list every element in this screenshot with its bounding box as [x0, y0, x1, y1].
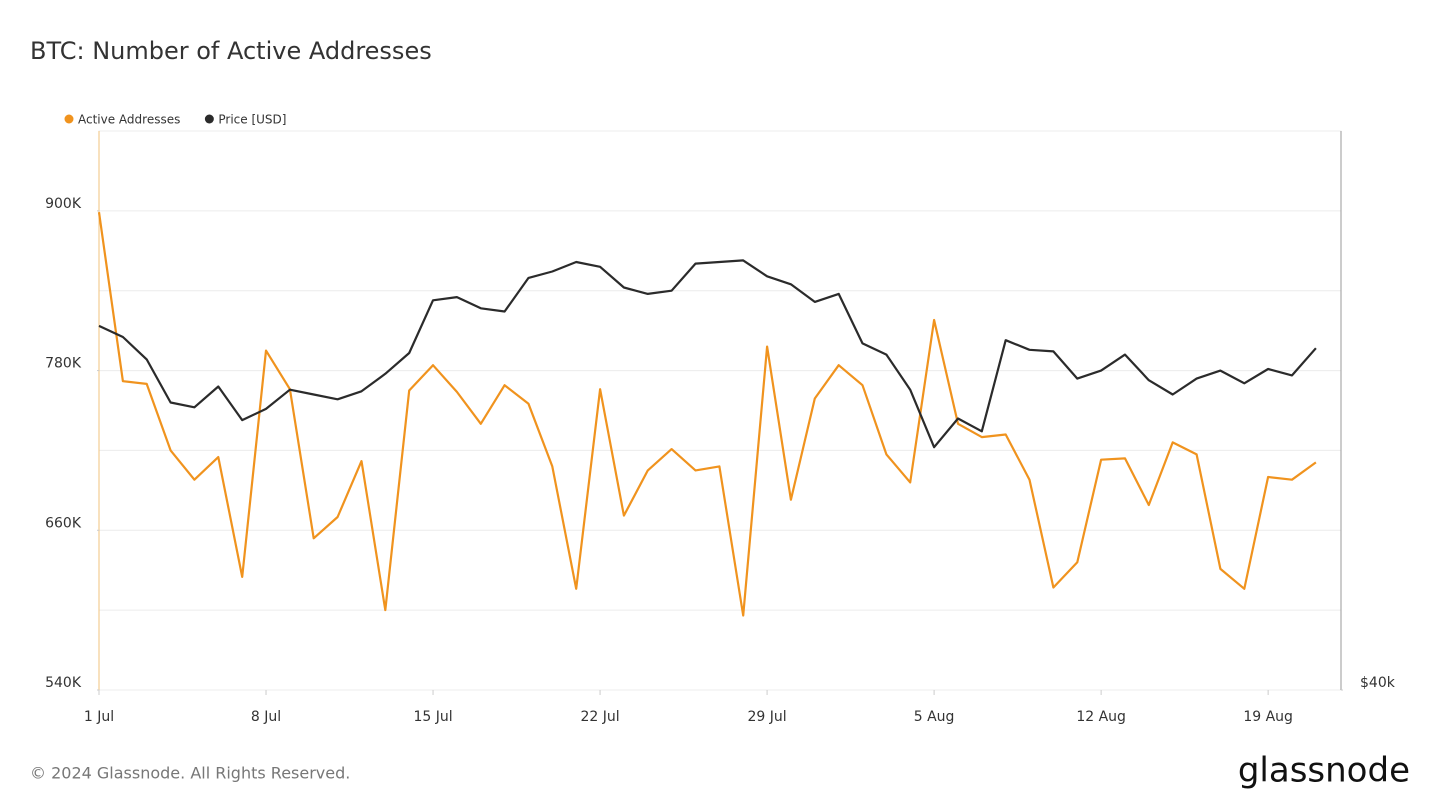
series-line [97, 212, 1317, 617]
legend-label: Price [USD] [218, 113, 286, 127]
legend-marker [204, 114, 214, 124]
x-tick-label: 19 Aug [1243, 709, 1293, 725]
legend-marker [64, 114, 74, 124]
x-tick-label: 15 Jul [413, 709, 452, 725]
plot-area [98, 130, 1342, 691]
copyright: © 2024 Glassnode. All Rights Reserved. [30, 764, 350, 783]
x-tick-label: 1 Jul [84, 709, 114, 725]
y-tick-label: 780K [45, 356, 82, 372]
x-tick-label: 8 Jul [251, 709, 281, 725]
y-tick-label: 660K [45, 515, 82, 531]
y-tick-label: 900K [45, 196, 82, 212]
x-tick-label: 22 Jul [580, 709, 619, 725]
logo: glassnode [1238, 751, 1410, 791]
x-tick-label: 29 Jul [748, 709, 787, 725]
x-tick-label: 5 Aug [914, 709, 955, 725]
series-line [98, 259, 1317, 449]
legend-label: Active Addresses [78, 113, 180, 127]
y2-tick-label: $40k [1360, 675, 1396, 691]
x-tick-label: 12 Aug [1076, 709, 1126, 725]
y-tick-label: 540K [45, 675, 82, 691]
chart-title: BTC: Number of Active Addresses [30, 37, 432, 65]
